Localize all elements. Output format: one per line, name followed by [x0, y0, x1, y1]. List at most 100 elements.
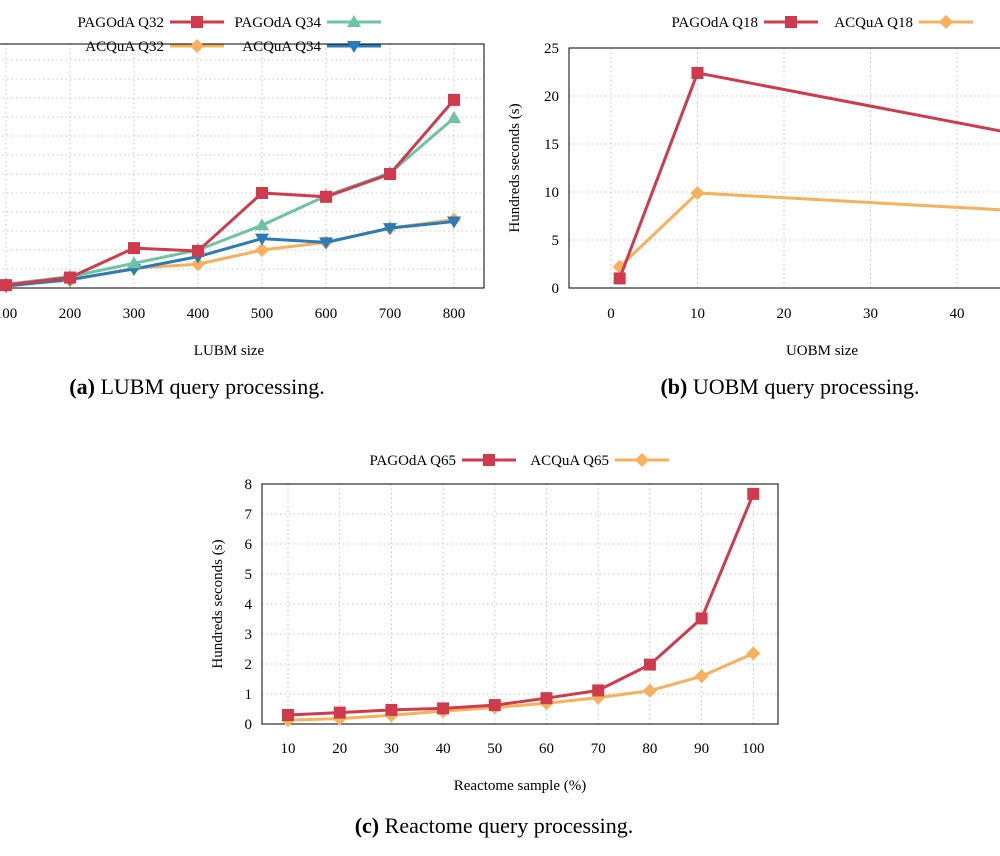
panel-b-ytick-4: 20 — [544, 89, 559, 105]
panel-b-xtick-3: 30 — [863, 306, 878, 322]
panel-a-xtick-3: 400 — [187, 306, 210, 322]
panel-c-ytick-7: 7 — [245, 507, 253, 523]
panel-b-xtick-4: 40 — [950, 306, 965, 322]
panel-c-ytick-3: 3 — [245, 627, 253, 643]
panel-c-series-0-point-0 — [282, 709, 294, 721]
panel-c-xtick-2: 30 — [384, 741, 399, 757]
panel-c-series-0-point-3 — [437, 702, 450, 715]
panel-b-legend-label-0: PAGOdA Q18 — [671, 15, 758, 31]
panel-a-series-1-point-4 — [255, 218, 269, 231]
panel-a-series-0-point-2 — [128, 242, 140, 255]
panel-b-legend-label-1: ACQuA Q18 — [834, 15, 913, 31]
panel-a-caption-label: (a) — [69, 374, 95, 399]
panel-a-caption: (a) LUBM query processing. — [69, 374, 324, 399]
panel-c-series-0-point-9 — [747, 487, 760, 500]
panel-a-series-3-line — [5, 220, 455, 288]
panel-c-ytick-6: 6 — [245, 537, 253, 553]
panel-c-series-0-point-5 — [540, 692, 553, 705]
panel-b-uobm: 0 10 20 30 40 0 5 10 15 20 25 PAGOdA Q18 ACQuA Q18… — [507, 15, 1000, 399]
panel-c-ytick-4: 4 — [245, 597, 253, 613]
panel-c-xtick-6: 70 — [591, 741, 606, 757]
panel-c-frame — [261, 483, 779, 725]
panel-c-xtick-7: 80 — [642, 741, 657, 757]
panel-a-legend-label-3: ACQuA Q34 — [242, 39, 321, 55]
panel-c-xlabel: Reactome sample (%) — [454, 778, 586, 794]
panel-c-legend-label-1: ACQuA Q65 — [530, 453, 609, 469]
panel-c-ytick-5: 5 — [245, 567, 253, 583]
panel-c-series-0-point-6 — [592, 684, 605, 697]
panel-a-legend-marker-2 — [190, 39, 204, 53]
panel-a-series-0-point-3 — [192, 244, 204, 257]
panel-c-caption: (c) Reactome query processing. — [355, 813, 634, 838]
panel-b-legend-marker-1 — [939, 15, 953, 29]
panel-c-xtick-5: 60 — [539, 741, 554, 757]
panel-c-xtick-9: 100 — [742, 741, 765, 757]
panel-b-ylabel: Hundreds seconds (s) — [507, 103, 523, 232]
panel-c-series-1-point-8 — [694, 669, 709, 684]
panel-c-series-1-point-7 — [642, 683, 657, 698]
panel-a-series-1-point-2 — [127, 256, 141, 269]
panel-b-caption-text: UOBM query processing. — [693, 374, 920, 399]
panel-b-xlabel: UOBM size — [786, 343, 858, 359]
panel-a-caption-text: LUBM query processing. — [100, 374, 324, 399]
panel-a-lubm: 100 200 300 400 500 600 700 800 PAGOdA Q32 ACQuA… — [0, 15, 485, 399]
panel-b-series-0-line — [618, 71, 1000, 279]
panel-c-series-0-point-7 — [643, 658, 656, 671]
panel-a-series-1-line — [5, 116, 455, 286]
panel-c-caption-text: Reactome query processing. — [385, 813, 634, 838]
panel-a-series-3-point-7 — [447, 216, 461, 229]
panel-c-series-0-point-4 — [488, 699, 501, 712]
panel-b-xtick-2: 20 — [777, 306, 792, 322]
panel-a-series-3-point-4 — [255, 233, 269, 246]
panel-c-legend-label-0: PAGOdA Q65 — [369, 453, 456, 469]
panel-a-series-0-point-0 — [0, 279, 12, 292]
panel-c-xtick-0: 10 — [281, 741, 296, 757]
panel-b-series-0-point-1 — [691, 66, 704, 79]
panel-c-legend-marker-0 — [483, 454, 495, 466]
panel-b-ytick-2: 10 — [544, 185, 559, 201]
panel-b-caption-label: (b) — [660, 374, 687, 399]
panel-a-legend-marker-0 — [191, 16, 203, 28]
panel-c-series-1-point-9 — [746, 646, 761, 661]
panel-a-series-0-point-7 — [448, 93, 460, 106]
panel-a-xtick-7: 800 — [443, 306, 466, 322]
panel-c-ytick-2: 2 — [245, 657, 253, 673]
panel-b-legend-marker-0 — [785, 16, 797, 28]
panel-a-legend-label-2: ACQuA Q32 — [85, 39, 164, 55]
panel-c-series-1-line — [287, 652, 754, 722]
panel-a-series-0-point-1 — [64, 271, 76, 284]
panel-a-legend-label-0: PAGOdA Q32 — [77, 15, 164, 31]
panel-a-xtick-4: 500 — [251, 306, 274, 322]
panel-a-legend-marker-1 — [347, 15, 361, 27]
panel-a-xtick-6: 700 — [379, 306, 402, 322]
panel-b-caption: (b) UOBM query processing. — [660, 374, 919, 399]
panel-a-xtick-1: 200 — [59, 306, 82, 322]
panel-c-series-0-line — [287, 493, 755, 717]
panel-a-xtick-2: 300 — [123, 306, 146, 322]
panel-c-legend-marker-1 — [635, 453, 649, 467]
panel-a-series-0-point-4 — [256, 187, 268, 199]
panel-b-frame — [568, 47, 1000, 289]
panel-a-legend-label-1: PAGOdA Q34 — [234, 15, 321, 31]
panel-a-series-0-point-5 — [320, 190, 332, 203]
panel-c-caption-label: (c) — [355, 813, 379, 838]
panel-c-reactome: 10 20 30 40 50 60 70 80 90 100 0 1 2 3 4 5 6 7 8 PAGOdA Q… — [210, 453, 779, 838]
panel-b-series-1-line — [618, 191, 1000, 268]
panel-c-xtick-4: 50 — [487, 741, 502, 757]
panel-a-series-0-line — [5, 98, 456, 287]
panel-c-ylabel: Hundreds seconds (s) — [210, 539, 226, 668]
panel-c-series-0-point-8 — [695, 612, 708, 625]
panel-c-ytick-0: 0 — [245, 717, 253, 733]
panel-c-series-0-point-1 — [333, 706, 346, 719]
panel-b-xtick-1: 10 — [690, 306, 705, 322]
panel-a-legend-marker-3 — [347, 41, 361, 53]
panel-a-series-0-point-6 — [384, 168, 396, 180]
panel-c-xtick-8: 90 — [694, 741, 709, 757]
panel-b-series-0-point-0 — [613, 272, 626, 285]
panel-c-ytick-1: 1 — [245, 687, 253, 703]
panel-b-series-1-point-1 — [690, 185, 705, 200]
panel-a-series-3-point-5 — [319, 237, 333, 250]
panel-c-xtick-3: 40 — [436, 741, 451, 757]
panel-a-series-1-point-7 — [447, 110, 461, 123]
